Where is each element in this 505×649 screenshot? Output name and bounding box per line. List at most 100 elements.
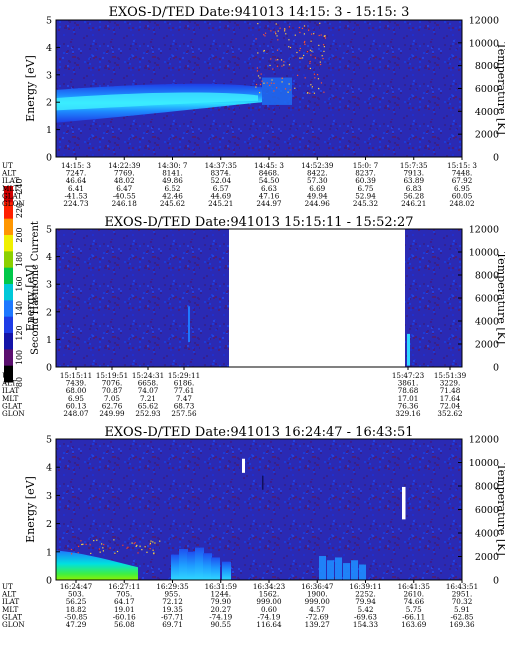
- particle-dot: [264, 35, 266, 37]
- y2-tick-label: 6000: [475, 84, 499, 95]
- particle-dot: [103, 543, 105, 546]
- particle-dot: [322, 44, 325, 46]
- y-tick-label: 4: [46, 43, 52, 54]
- table-cell: 15:7:35: [400, 161, 428, 170]
- table-cell: 5.91: [454, 605, 470, 614]
- y2-tick-label: 12000: [469, 225, 499, 236]
- particle-dot: [82, 543, 84, 545]
- table-cell: 17.01: [398, 394, 419, 403]
- colorbar-segment: [4, 300, 13, 318]
- table-cell: 5.42: [357, 605, 373, 614]
- table-cell: 7.21: [140, 394, 156, 403]
- particle-dot: [260, 73, 262, 75]
- particle-dot: [255, 38, 257, 40]
- table-cell: 7439.: [66, 379, 87, 388]
- table-cell: 14:22:39: [108, 161, 141, 170]
- table-cell: 6.69: [309, 184, 325, 193]
- particle-dot: [310, 54, 312, 56]
- particle-dot: [159, 540, 161, 542]
- particle-dot: [288, 46, 290, 48]
- particle-dot: [137, 552, 139, 554]
- particle-dot: [324, 35, 326, 37]
- table-cell: 20.27: [210, 605, 231, 614]
- table-cell: 248.02: [449, 199, 474, 208]
- table-cell: 79.90: [210, 597, 231, 606]
- table-row-label: GLON: [2, 199, 25, 208]
- ion-band-core: [56, 92, 258, 111]
- table-cell: 19.35: [162, 605, 183, 614]
- colorbar-tick-label: 80: [15, 377, 24, 387]
- table-cell: 7247.: [66, 169, 87, 178]
- particle-dot: [314, 77, 316, 79]
- particle-dot: [273, 90, 275, 92]
- data-gap: [402, 486, 406, 520]
- table-cell: 78.68: [398, 386, 419, 395]
- y2-tick-label: 0: [493, 153, 499, 164]
- particle-dot: [269, 64, 271, 67]
- y-tick-label: 1: [46, 547, 52, 558]
- table-cell: 6.95: [68, 394, 84, 403]
- table-cell: 2252.: [355, 590, 376, 599]
- particle-dot: [131, 542, 133, 544]
- table-cell: -74.19: [209, 612, 232, 621]
- colorbar-tick-label: 160: [15, 276, 24, 291]
- particle-dot: [126, 547, 128, 549]
- y-tick-label: 5: [46, 16, 52, 27]
- table-cell: 246.21: [401, 199, 426, 208]
- table-cell: 2951.: [452, 590, 473, 599]
- table-cell: 49.94: [307, 191, 328, 200]
- colorbar-segment: [4, 235, 13, 252]
- particle-dot: [303, 54, 305, 57]
- particle-dot: [272, 68, 274, 70]
- table-cell: 5.75: [406, 605, 422, 614]
- particle-dot: [263, 50, 265, 52]
- table-cell: 7913.: [403, 169, 424, 178]
- particle-dot: [296, 74, 299, 76]
- table-cell: -69.63: [354, 612, 377, 621]
- table-cell: 4.57: [309, 605, 325, 614]
- table-row-label: GLON: [2, 409, 25, 418]
- particle-dot: [276, 87, 278, 89]
- table-row-label: UT: [2, 161, 13, 170]
- particle-dot: [288, 39, 290, 41]
- table-cell: 503.: [68, 590, 84, 599]
- table-cell: 15:15:11: [60, 371, 92, 380]
- table-cell: 8468.: [259, 169, 280, 178]
- panel-title: EXOS-D/TED Date:941013 15:15:11 - 15:52:…: [104, 215, 413, 230]
- spike: [359, 564, 366, 580]
- ephemeris-table: UT 15:15:11 15:19:51 15:24:31 15:29:11 15:47:…: [1, 371, 467, 418]
- particle-dot: [294, 87, 296, 89]
- y2-tick-label: 10000: [469, 248, 499, 259]
- table-cell: 6.63: [261, 184, 277, 193]
- table-cell: 60.05: [452, 191, 473, 200]
- table-cell: 3861.: [398, 379, 419, 388]
- colorbar-segment: [4, 349, 13, 367]
- table-cell: 60.13: [66, 401, 87, 410]
- colorbar-tick-label: 100: [15, 350, 24, 365]
- table-cell: 46.64: [66, 176, 87, 185]
- spike: [343, 563, 350, 580]
- table-cell: 1244.: [210, 590, 231, 599]
- table-row-label: ILAT: [2, 597, 19, 606]
- particle-dot: [309, 60, 311, 63]
- y-tick-label: 2: [46, 307, 52, 318]
- y2-tick-label: 2000: [475, 552, 499, 563]
- particle-dot: [289, 89, 291, 91]
- table-cell: 244.97: [256, 199, 282, 208]
- spike: [179, 548, 188, 580]
- spike: [171, 554, 180, 580]
- spike: [203, 553, 212, 580]
- heatmap-area: [56, 20, 462, 157]
- particle-dot: [153, 553, 155, 555]
- table-row-label: MLT: [2, 394, 19, 403]
- y2-tick-label: 4000: [475, 529, 499, 540]
- particle-dot: [303, 33, 306, 35]
- y2-tick-label: 6000: [475, 505, 499, 516]
- table-cell: 6.95: [454, 184, 470, 193]
- y2-tick-label: 0: [493, 576, 499, 587]
- table-cell: 245.32: [353, 199, 378, 208]
- colorbar-segment: [4, 284, 13, 301]
- particle-dot: [309, 49, 312, 51]
- table-cell: 8374.: [210, 169, 231, 178]
- y-tick-label: 2: [46, 519, 52, 530]
